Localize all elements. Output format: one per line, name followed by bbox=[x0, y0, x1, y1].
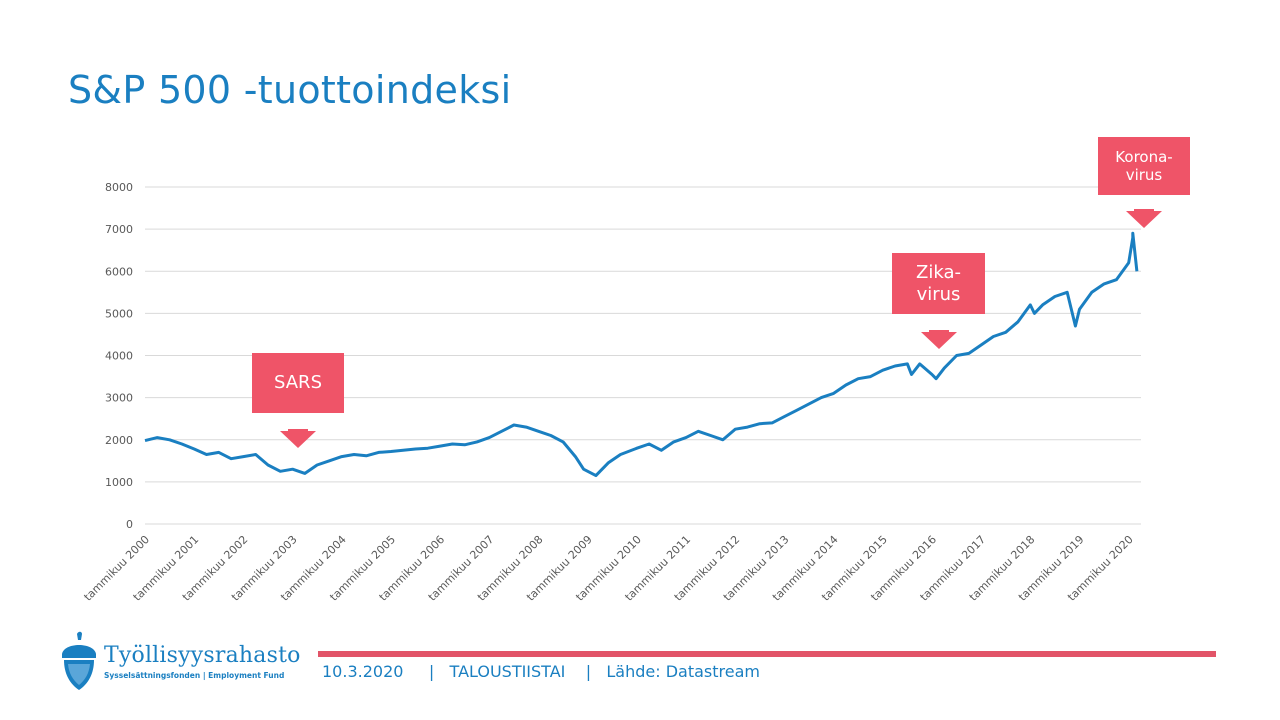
line-chart: 0 1000 2000 3000 4000 5000 6000 7000 8000 tammik… bbox=[81, 181, 1141, 604]
callout-label: virus bbox=[1125, 166, 1163, 184]
footer-divider bbox=[318, 651, 1216, 657]
callout-label: Korona- bbox=[1115, 148, 1173, 166]
y-tick-label: 3000 bbox=[105, 392, 133, 405]
callout-arrow-icon bbox=[1126, 209, 1162, 228]
footer: 10.3.2020 | TALOUSTIISTAI | Lähde: Datas… bbox=[322, 662, 760, 681]
footer-date: 10.3.2020 bbox=[322, 662, 404, 681]
logo-name: Työllisyysrahasto bbox=[104, 643, 301, 668]
footer-separator-1: | bbox=[428, 662, 435, 681]
y-tick-label: 5000 bbox=[105, 307, 133, 320]
y-tick-label: 2000 bbox=[105, 434, 133, 447]
callout-arrow-icon bbox=[920, 330, 957, 349]
callout-sars: SARS bbox=[252, 353, 344, 413]
logo bbox=[58, 630, 100, 702]
callout-label: Zika- bbox=[916, 261, 961, 283]
logo-subtitle: Sysselsättningsfonden | Employment Fund bbox=[104, 671, 285, 680]
acorn-icon bbox=[62, 631, 96, 690]
page-title: S&P 500 -tuottoindeksi bbox=[68, 68, 512, 112]
y-tick-label: 7000 bbox=[105, 223, 133, 236]
callout-arrow-icon bbox=[280, 429, 316, 448]
y-tick-label: 1000 bbox=[105, 476, 133, 489]
footer-section: TALOUSTIISTAI bbox=[449, 662, 566, 681]
y-tick-label: 8000 bbox=[105, 181, 133, 194]
callout-korona: Korona-virus bbox=[1098, 137, 1190, 195]
footer-separator-2: | bbox=[585, 662, 592, 681]
callout-label: virus bbox=[916, 283, 961, 305]
y-axis-ticks: 0 1000 2000 3000 4000 5000 6000 7000 8000 bbox=[105, 181, 133, 531]
footer-source: Lähde: Datastream bbox=[606, 662, 760, 681]
callout-label: SARS bbox=[273, 372, 322, 394]
y-tick-label: 4000 bbox=[105, 350, 133, 363]
series-line bbox=[144, 231, 1139, 478]
callout-zika: Zika-virus bbox=[892, 253, 985, 314]
y-tick-label: 6000 bbox=[105, 265, 133, 278]
y-tick-label: 0 bbox=[126, 518, 133, 531]
